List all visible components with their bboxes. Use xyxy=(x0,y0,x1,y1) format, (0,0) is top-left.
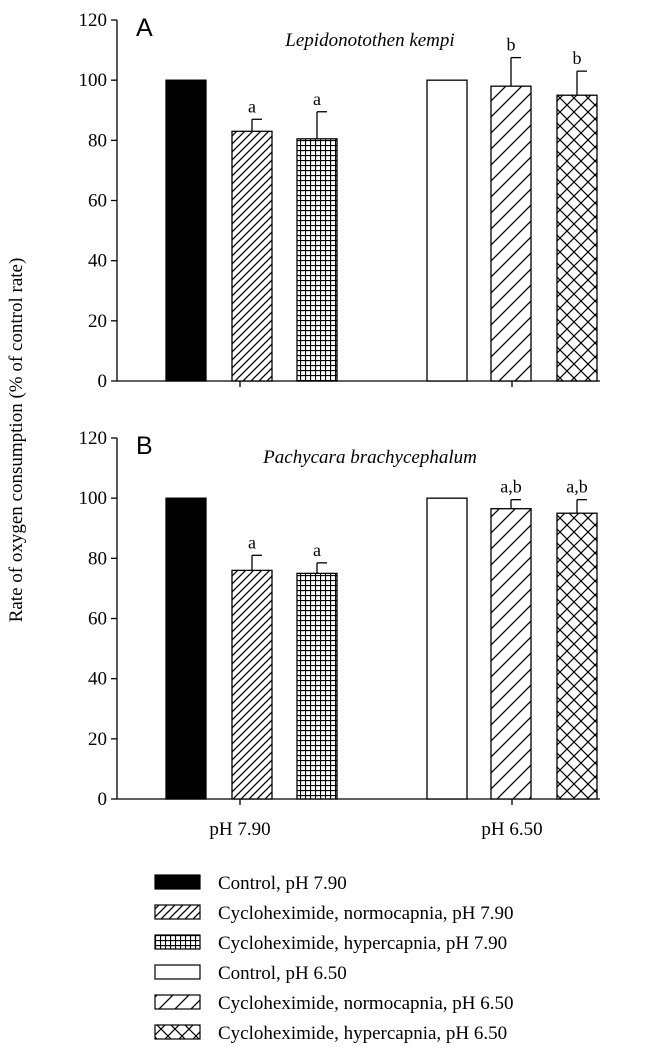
y-tick-label: 40 xyxy=(88,669,107,690)
legend-swatch xyxy=(154,934,201,950)
y-tick-label: 120 xyxy=(79,428,108,449)
significance-label: b xyxy=(573,48,582,68)
legend-swatch xyxy=(154,994,201,1010)
y-tick-label: 60 xyxy=(88,609,107,630)
legend-label: Cycloheximide, hypercapnia, pH 6.50 xyxy=(218,1023,507,1044)
legend-swatch xyxy=(154,874,201,890)
panel-title: Pachycara brachycephalum xyxy=(262,447,477,468)
x-category-label-ph-6-50: pH 6.50 xyxy=(481,819,542,840)
bar xyxy=(426,497,468,800)
significance-label: a xyxy=(248,96,256,116)
bar xyxy=(490,508,532,800)
bar xyxy=(556,512,598,800)
y-tick-label: 80 xyxy=(88,130,107,151)
bar xyxy=(296,138,338,382)
y-tick-label: 100 xyxy=(79,488,108,509)
legend-swatch xyxy=(154,1024,201,1040)
y-tick-label: 0 xyxy=(98,789,108,810)
y-tick-label: 120 xyxy=(79,10,108,31)
panel-letter: B xyxy=(136,432,153,460)
panel-letter: A xyxy=(136,14,153,42)
significance-label: a,b xyxy=(566,477,588,497)
legend-label: Cycloheximide, normocapnia, pH 6.50 xyxy=(218,993,514,1014)
panel-title: Lepidonotothen kempi xyxy=(284,30,454,51)
y-tick-label: 100 xyxy=(79,70,108,91)
y-tick-label: 80 xyxy=(88,548,107,569)
bar xyxy=(231,130,273,382)
y-tick-label: 0 xyxy=(98,371,108,392)
significance-label: b xyxy=(507,35,516,55)
legend-swatch xyxy=(154,964,201,980)
panel-a: 0 20 40 60 80 100 120 A Lepidonotothen kempi a a b b xyxy=(79,10,600,392)
legend-label: Control, pH 7.90 xyxy=(218,873,347,894)
legend-label: Control, pH 6.50 xyxy=(218,963,347,984)
x-category-label-ph-7-90: pH 7.90 xyxy=(209,819,270,840)
bar xyxy=(165,79,207,382)
significance-label: a,b xyxy=(500,477,522,497)
y-tick-label: 40 xyxy=(88,251,107,272)
legend: Control, pH 7.90 Cycloheximide, normocapn… xyxy=(154,873,514,1044)
bar xyxy=(490,85,532,382)
bar xyxy=(231,569,273,800)
y-tick-label: 20 xyxy=(88,311,107,332)
significance-label: a xyxy=(313,540,321,560)
legend-label: Cycloheximide, hypercapnia, pH 7.90 xyxy=(218,933,507,954)
bar xyxy=(165,497,207,800)
legend-swatch xyxy=(154,904,201,920)
y-tick-label: 20 xyxy=(88,729,107,750)
bar xyxy=(426,79,468,382)
bar xyxy=(296,572,338,800)
y-axis-label: Rate of oxygen consumption (% of control… xyxy=(6,258,27,623)
bar xyxy=(556,94,598,382)
significance-label: a xyxy=(248,532,256,552)
y-tick-label: 60 xyxy=(88,191,107,212)
legend-label: Cycloheximide, normocapnia, pH 7.90 xyxy=(218,903,514,924)
panel-b: 0 20 40 60 80 100 120 B Pachycara brachycephalum… xyxy=(79,428,600,810)
significance-label: a xyxy=(313,89,321,109)
